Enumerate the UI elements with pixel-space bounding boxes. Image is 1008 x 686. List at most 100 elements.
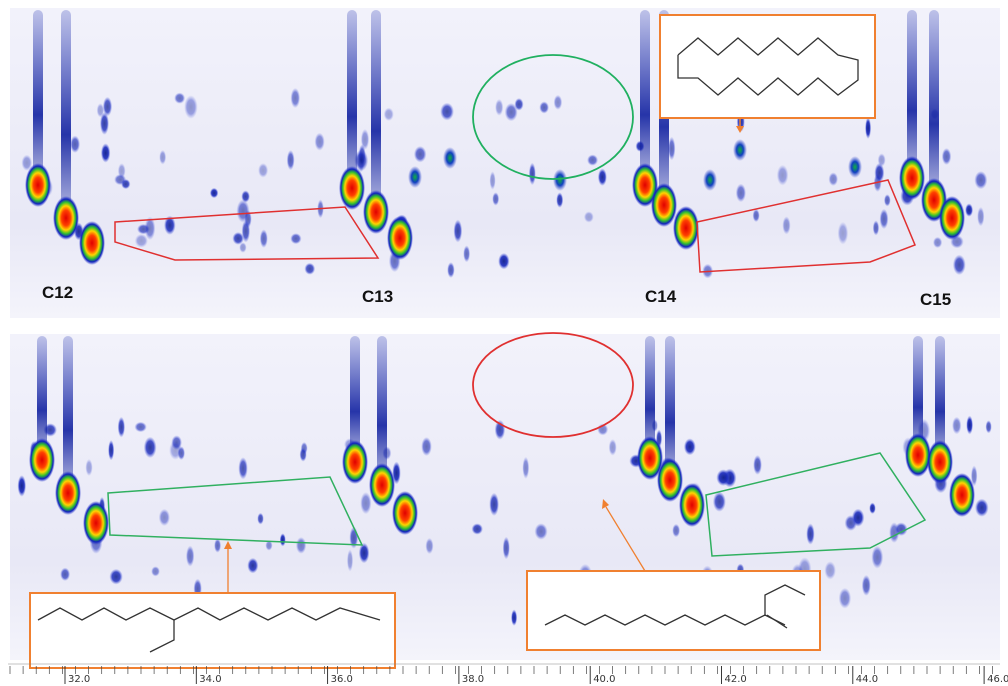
spot (447, 262, 455, 278)
arrow-head (736, 126, 744, 133)
spot (528, 162, 536, 186)
spot (17, 475, 27, 497)
molecule (764, 584, 806, 615)
spot (952, 254, 966, 276)
region-outline (107, 476, 364, 546)
streak (645, 336, 655, 458)
spot (238, 457, 248, 480)
tick-label: 40.0 (593, 674, 615, 685)
peak (83, 501, 109, 545)
spot (257, 512, 264, 525)
peak (899, 156, 925, 200)
peak (673, 206, 699, 250)
spot (151, 566, 160, 577)
spot (304, 262, 316, 275)
peak (905, 433, 931, 477)
spot (498, 252, 510, 270)
spot (733, 139, 747, 161)
spot (158, 508, 170, 527)
spot (838, 587, 852, 609)
spot (583, 211, 594, 223)
tick-label: 46.0 (987, 674, 1008, 685)
spot (587, 154, 599, 166)
peak (342, 440, 368, 484)
spot (495, 98, 504, 116)
peak (657, 458, 683, 502)
peak-label: C14 (645, 287, 677, 306)
peak (637, 436, 663, 480)
molecule (766, 614, 788, 629)
spot (556, 192, 564, 208)
streak (33, 10, 43, 185)
spot (425, 537, 434, 555)
spot (70, 135, 81, 153)
spot (712, 491, 726, 512)
spot (286, 149, 295, 171)
spot (159, 149, 167, 165)
peak (339, 166, 365, 210)
spot (60, 567, 71, 581)
tick-label: 42.0 (725, 674, 747, 685)
spot (463, 245, 471, 263)
spot (108, 439, 115, 461)
spot (941, 148, 952, 165)
spot (232, 232, 244, 245)
spot (109, 568, 123, 585)
spot (114, 174, 127, 186)
streak (935, 336, 945, 462)
peak (632, 163, 658, 207)
spot (874, 162, 885, 183)
spot (421, 437, 432, 457)
spot (871, 545, 884, 569)
spot (932, 236, 943, 249)
spot (851, 508, 865, 527)
spot (443, 147, 457, 169)
spot (85, 458, 93, 477)
spot (471, 523, 483, 535)
spot (100, 143, 111, 163)
spot (966, 415, 974, 435)
spot (952, 416, 962, 435)
spot (879, 208, 889, 230)
peak-label: C12 (42, 283, 73, 302)
spot (974, 171, 988, 190)
spot (504, 103, 518, 122)
spot (824, 561, 836, 580)
peak (387, 216, 413, 260)
spot (413, 146, 427, 163)
spot (837, 221, 849, 245)
spot (522, 456, 530, 479)
peak (949, 473, 975, 517)
spot (169, 440, 182, 460)
spot (239, 242, 247, 253)
tick-label: 36.0 (331, 674, 353, 685)
spot (346, 549, 354, 572)
molecule (544, 614, 786, 626)
arrow-head (602, 499, 609, 509)
peak (55, 471, 81, 515)
spot (865, 117, 872, 139)
spot (553, 169, 567, 191)
spot (683, 438, 696, 456)
spot (703, 169, 717, 191)
molecule (677, 37, 859, 96)
molecule (37, 607, 381, 621)
peak (53, 196, 79, 240)
spot (99, 112, 109, 135)
labels: C12 C13 C14 C15 (42, 283, 951, 309)
region-ellipse (472, 54, 634, 180)
spot (883, 194, 891, 207)
spot (502, 536, 510, 560)
spot (440, 102, 454, 121)
x-axis: 32.0 34.0 36.0 38.0 40.0 42.0 44.0 46.0 (9, 666, 1008, 685)
spot (672, 523, 681, 538)
spot (314, 132, 325, 151)
spot (492, 192, 500, 206)
spot (776, 164, 789, 186)
spot (290, 87, 301, 109)
streak (371, 10, 381, 212)
spot (360, 492, 372, 515)
spot (295, 536, 307, 554)
spot (209, 187, 219, 199)
spot (358, 542, 370, 564)
